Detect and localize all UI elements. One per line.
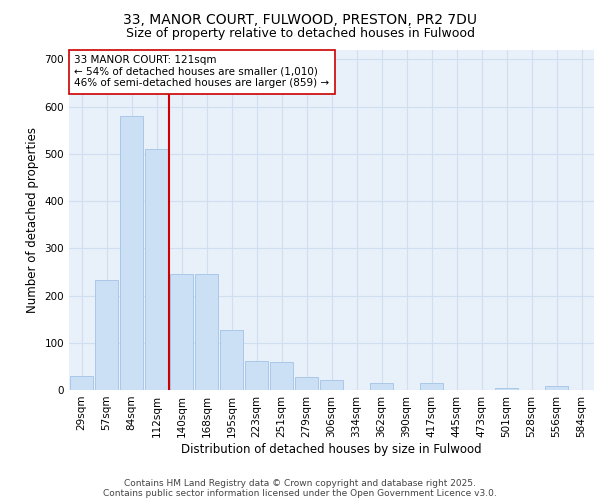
Bar — [145, 149, 168, 390]
Bar — [170, 274, 193, 390]
Text: 33, MANOR COURT, FULWOOD, PRESTON, PR2 7DU: 33, MANOR COURT, FULWOOD, PRESTON, PR2 7… — [123, 12, 477, 26]
Bar — [70, 376, 93, 390]
Bar — [270, 362, 293, 390]
Text: Contains HM Land Registry data © Crown copyright and database right 2025.: Contains HM Land Registry data © Crown c… — [124, 478, 476, 488]
Text: Contains public sector information licensed under the Open Government Licence v3: Contains public sector information licen… — [103, 488, 497, 498]
X-axis label: Distribution of detached houses by size in Fulwood: Distribution of detached houses by size … — [181, 442, 482, 456]
Bar — [420, 384, 443, 390]
Bar — [245, 360, 268, 390]
Bar — [545, 386, 568, 390]
Bar — [120, 116, 143, 390]
Bar — [95, 280, 118, 390]
Bar — [320, 380, 343, 390]
Text: 33 MANOR COURT: 121sqm
← 54% of detached houses are smaller (1,010)
46% of semi-: 33 MANOR COURT: 121sqm ← 54% of detached… — [74, 55, 329, 88]
Bar — [220, 330, 243, 390]
Y-axis label: Number of detached properties: Number of detached properties — [26, 127, 39, 313]
Text: Size of property relative to detached houses in Fulwood: Size of property relative to detached ho… — [125, 28, 475, 40]
Bar — [370, 383, 393, 390]
Bar — [195, 274, 218, 390]
Bar — [495, 388, 518, 390]
Bar — [295, 377, 318, 390]
